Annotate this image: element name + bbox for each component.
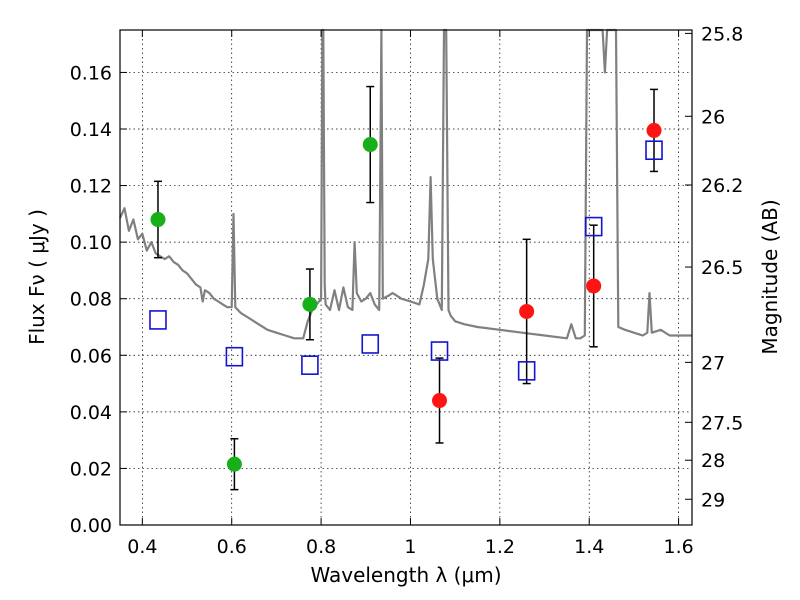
data-point-circle [432,393,448,409]
y-tick-label: 0.14 [70,119,112,141]
model-point-square [225,346,244,367]
data-point-circle [150,212,166,228]
data-point-circle [586,278,602,294]
y2-tick-label: 27.5 [701,412,743,434]
y-tick-label: 0.04 [70,402,112,424]
y-tick-label: 0.00 [70,515,112,537]
y2-tick-label: 28 [701,450,725,472]
x-tick-label: 1.6 [663,536,693,558]
x-axis-label: Wavelength λ (μm) [310,563,501,587]
data-point-circle [302,296,318,312]
y-tick-label: 0.16 [70,62,112,84]
model-point-square [430,341,449,361]
model-point-square [645,140,663,161]
y2-tick-label: 26.2 [701,175,743,197]
y2-tick-label: 25.8 [701,23,743,45]
data-markers [149,122,663,472]
y-tick-label: 0.06 [70,345,112,367]
y2-tick-label: 27 [701,352,725,374]
y-tick-label: 0.02 [70,458,112,480]
data-point-circle [362,137,378,153]
y2-tick-label: 26 [701,106,725,128]
y-axis-label: Flux Fν ( μJy ) [25,209,49,345]
y-tick-label: 0.08 [70,289,112,311]
model-point-square [301,355,319,375]
x-tick-label: 1 [404,536,416,558]
model-spectrum-layer [118,28,692,340]
model-point-square [361,334,380,354]
model-point-square [517,361,536,381]
model-spectrum-line [118,28,692,340]
plot-frame [119,29,693,526]
y-tick-label: 0.10 [70,232,112,254]
data-point-circle [519,303,535,319]
data-point-circle [646,122,662,138]
y2-tick-label: 29 [701,489,725,511]
y-tick-label: 0.12 [70,176,112,198]
x-tick-label: 1.4 [574,536,604,558]
y2-tick-label: 26.5 [701,257,743,279]
x-tick-label: 0.4 [127,536,157,558]
data-point-circle [226,456,242,472]
x-tick-label: 0.6 [217,536,247,558]
y2-axis-label: Magnitude (AB) [758,199,782,354]
model-point-square [149,310,167,330]
plot-background [120,30,692,525]
x-tick-label: 0.8 [306,536,336,558]
model-point-square [584,216,603,237]
axis-ticks: 0.4 0.6 0.8 1 1.2 1.4 1.6 0.00 0.02 0.04 0.06 0.08 0… [70,23,744,558]
x-tick-label: 1.2 [485,536,515,558]
